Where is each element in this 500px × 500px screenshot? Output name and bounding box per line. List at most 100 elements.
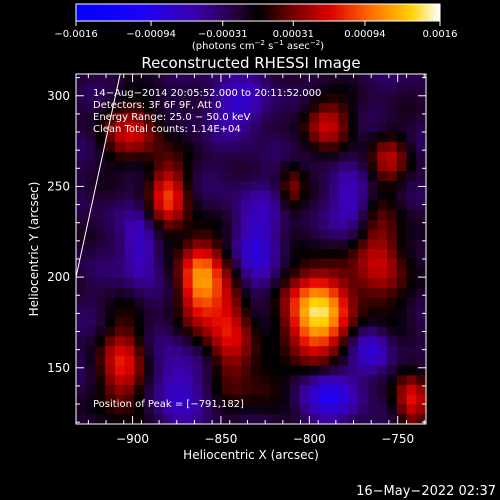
heatmap-cell: [192, 190, 203, 201]
heatmap-cell: [377, 93, 388, 104]
heatmap-cell: [221, 258, 232, 269]
heatmap-cell: [221, 74, 232, 85]
heatmap-cell: [396, 142, 407, 153]
heatmap-cell: [289, 229, 301, 240]
heatmap-cell: [144, 375, 155, 386]
heatmap-cell: [163, 297, 174, 308]
heatmap-cell: [406, 365, 417, 376]
heatmap-cell: [299, 268, 310, 279]
heatmap-cell: [348, 258, 359, 269]
heatmap-cell: [309, 278, 320, 289]
heatmap-cell: [289, 287, 301, 299]
heatmap-cell: [406, 93, 417, 104]
heatmap-cell: [134, 219, 145, 230]
heatmap-cell: [406, 297, 417, 308]
heatmap-cell: [231, 404, 242, 415]
heatmap-cell: [338, 404, 349, 415]
heatmap-cell: [144, 74, 155, 85]
heatmap-cell: [114, 161, 126, 172]
heatmap-cell: [299, 375, 310, 386]
heatmap-cell: [144, 210, 155, 221]
heatmap-cell: [85, 112, 96, 124]
heatmap-cell: [348, 326, 359, 337]
heatmap-cell: [163, 190, 174, 201]
heatmap-cell: [144, 161, 155, 172]
heatmap-cell: [221, 83, 232, 94]
heatmap-cell: [251, 365, 262, 376]
heatmap-cell: [251, 239, 262, 250]
heatmap-cell: [202, 355, 213, 367]
heatmap-cell: [357, 326, 369, 337]
heatmap-cell: [357, 336, 369, 347]
heatmap-cell: [299, 239, 310, 250]
heatmap-cell: [309, 171, 320, 182]
heatmap-cell: [319, 326, 330, 337]
heatmap-cell: [105, 229, 116, 240]
heatmap-cell: [182, 404, 194, 415]
heatmap-cell: [153, 74, 164, 85]
heatmap-cell: [173, 365, 184, 376]
heatmap-cell: [289, 326, 301, 337]
heatmap-cell: [202, 151, 213, 162]
heatmap-cell: [76, 210, 87, 221]
heatmap-cell: [377, 385, 388, 396]
heatmap-cell: [357, 278, 369, 289]
heatmap-cell: [338, 287, 349, 299]
heatmap-cell: [153, 414, 164, 424]
heatmap-cell: [387, 278, 398, 289]
heatmap-cell: [406, 210, 417, 221]
heatmap-cell: [202, 375, 213, 386]
heatmap-cell: [280, 297, 291, 308]
heatmap-cell: [202, 239, 213, 250]
heatmap-cell: [309, 297, 320, 308]
heatmap-cell: [153, 93, 164, 104]
heatmap-cell: [289, 219, 301, 230]
heatmap-cell: [163, 404, 174, 415]
heatmap-cell: [280, 74, 291, 85]
heatmap-cell: [377, 180, 388, 192]
heatmap-cell: [319, 317, 330, 328]
heatmap-cell: [192, 93, 203, 104]
heatmap-cell: [173, 258, 184, 269]
heatmap-cell: [212, 365, 223, 376]
heatmap-cell: [182, 365, 194, 376]
heatmap-cell: [338, 151, 349, 162]
heatmap-cell: [85, 151, 96, 162]
heatmap-cell: [221, 355, 232, 367]
heatmap-cell: [416, 317, 426, 328]
heatmap-cell: [85, 132, 96, 143]
heatmap-cell: [357, 394, 369, 405]
heatmap-cell: [299, 258, 310, 269]
heatmap-cell: [105, 219, 116, 230]
heatmap-cell: [134, 394, 145, 405]
heatmap-cell: [357, 385, 369, 396]
heatmap-cell: [367, 122, 378, 133]
heatmap-cell: [406, 229, 417, 240]
heatmap-cell: [377, 375, 388, 386]
heatmap-cell: [173, 83, 184, 94]
heatmap-cell: [212, 112, 223, 124]
heatmap-cell: [124, 365, 135, 376]
heatmap-cell: [367, 375, 378, 386]
heatmap-cell: [396, 122, 407, 133]
heatmap-cell: [357, 375, 369, 386]
heatmap-cell: [153, 200, 164, 211]
heatmap-cell: [144, 307, 155, 318]
heatmap-cell: [251, 346, 262, 357]
heatmap-cell: [280, 404, 291, 415]
heatmap-cell: [85, 326, 96, 337]
heatmap-cell: [95, 171, 106, 182]
heatmap-cell: [289, 414, 301, 424]
annotation-energy: Energy Range: 25.0 − 50.0 keV: [93, 112, 250, 123]
heatmap-cell: [231, 394, 242, 405]
heatmap-cell: [416, 103, 426, 114]
heatmap-cell: [367, 210, 378, 221]
heatmap-cell: [260, 287, 271, 299]
heatmap-cell: [221, 287, 232, 299]
heatmap-cell: [85, 365, 96, 376]
heatmap-cell: [387, 317, 398, 328]
heatmap-cell: [212, 249, 223, 260]
heatmap-cell: [357, 112, 369, 124]
heatmap-cell: [328, 180, 339, 192]
heatmap-cell: [309, 74, 320, 85]
